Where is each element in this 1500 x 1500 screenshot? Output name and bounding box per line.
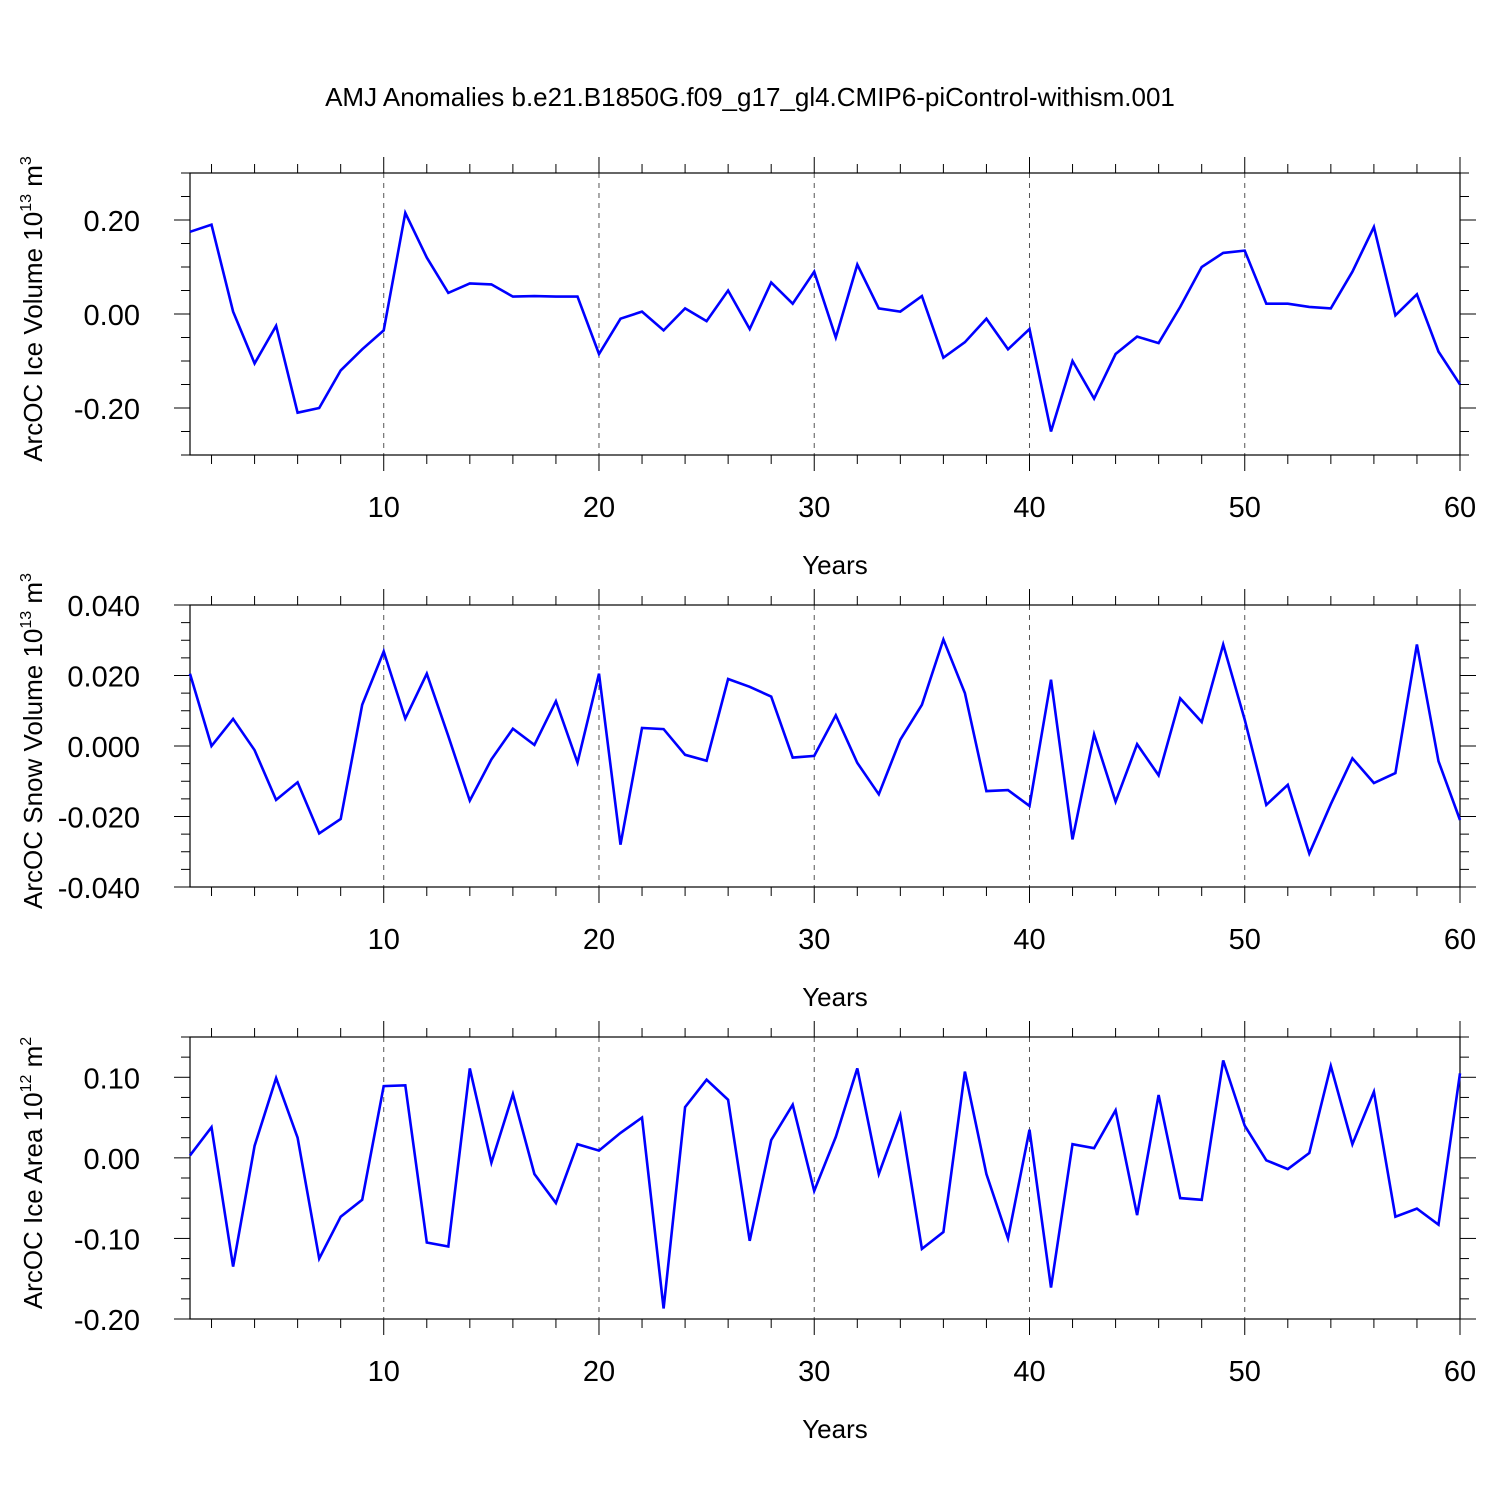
x-tick-label: 60 xyxy=(1444,1356,1476,1388)
y-axis-label: ArcOC Snow Volume 1013 m3 xyxy=(18,573,48,909)
plot-frame xyxy=(189,172,1461,456)
x-tick-label: 40 xyxy=(1013,924,1045,956)
x-tick-label: 10 xyxy=(368,924,400,956)
x-tick-label: 20 xyxy=(583,492,615,524)
series-line xyxy=(188,1059,1462,1309)
series-line xyxy=(189,208,1462,432)
y-tick-label: 0.020 xyxy=(67,662,140,694)
y-tick-label: -0.20 xyxy=(74,394,140,426)
x-axis-label: Years xyxy=(802,550,868,580)
x-tick-label: 30 xyxy=(798,924,830,956)
y-tick-label: 0.000 xyxy=(67,732,140,764)
x-tick-label: 50 xyxy=(1229,1356,1261,1388)
y-tick-label: 0.00 xyxy=(84,1144,140,1176)
y-tick-label: 0.20 xyxy=(84,206,140,238)
ice-area-panel: 10 20 30 40 50 60 Years 0.10 0.00 -0.10 -0.20 ArcOC… xyxy=(18,1021,1476,1444)
x-tick-label: 60 xyxy=(1444,492,1476,524)
x-tick-label: 60 xyxy=(1444,924,1476,956)
y-label-superscript: 12 xyxy=(18,1075,35,1093)
y-tick-label: -0.10 xyxy=(74,1224,140,1256)
y-label-superscript: 3 xyxy=(18,156,35,165)
y-label-text: m xyxy=(18,582,48,611)
x-tick-label: 50 xyxy=(1229,492,1261,524)
figure-title: AMJ Anomalies b.e21.B1850G.f09_g17_gl4.C… xyxy=(325,82,1175,112)
x-tick-label: 30 xyxy=(798,492,830,524)
y-label-superscript: 13 xyxy=(18,611,35,629)
x-tick-label: 20 xyxy=(583,924,615,956)
y-axis-label: ArcOC Ice Volume 1013 m3 xyxy=(18,156,48,462)
y-label-superscript: 3 xyxy=(18,573,35,582)
x-tick-label: 40 xyxy=(1013,492,1045,524)
y-label-text: ArcOC Snow Volume 10 xyxy=(18,629,48,909)
y-tick-label: -0.020 xyxy=(58,803,140,835)
y-label-text: ArcOC Ice Volume 10 xyxy=(18,212,48,462)
y-label-text: m xyxy=(18,1046,48,1075)
plot-frame xyxy=(189,1036,1461,1320)
y-tick-label: -0.20 xyxy=(74,1305,140,1337)
y-label-superscript: 2 xyxy=(18,1037,35,1046)
y-tick-label: 0.040 xyxy=(67,591,140,623)
x-tick-label: 10 xyxy=(368,1356,400,1388)
y-tick-label: -0.040 xyxy=(58,873,140,905)
x-axis-label: Years xyxy=(802,1414,868,1444)
ice-volume-panel: 10 20 30 40 50 60 Years 0.20 0.00 -0.20 ArcOC Ice … xyxy=(18,156,1476,580)
x-tick-label: 50 xyxy=(1229,924,1261,956)
y-tick-label: 0.10 xyxy=(84,1063,140,1095)
plot-frame xyxy=(189,604,1461,888)
x-tick-label: 40 xyxy=(1013,1356,1045,1388)
x-axis-label: Years xyxy=(802,982,868,1012)
x-tick-label: 30 xyxy=(798,1356,830,1388)
x-tick-label: 20 xyxy=(583,1356,615,1388)
snow-volume-panel: 10 20 30 40 50 60 Years 0.040 0.020 0.000 -0.020 -0… xyxy=(18,573,1476,1012)
y-label-text: m xyxy=(18,165,48,194)
series-line xyxy=(188,635,1462,858)
y-label-superscript: 13 xyxy=(18,194,35,212)
y-label-text: ArcOC Ice Area 10 xyxy=(18,1092,48,1309)
y-tick-label: 0.00 xyxy=(84,300,140,332)
y-axis-label: ArcOC Ice Area 1012 m2 xyxy=(18,1037,48,1309)
x-tick-label: 10 xyxy=(368,492,400,524)
